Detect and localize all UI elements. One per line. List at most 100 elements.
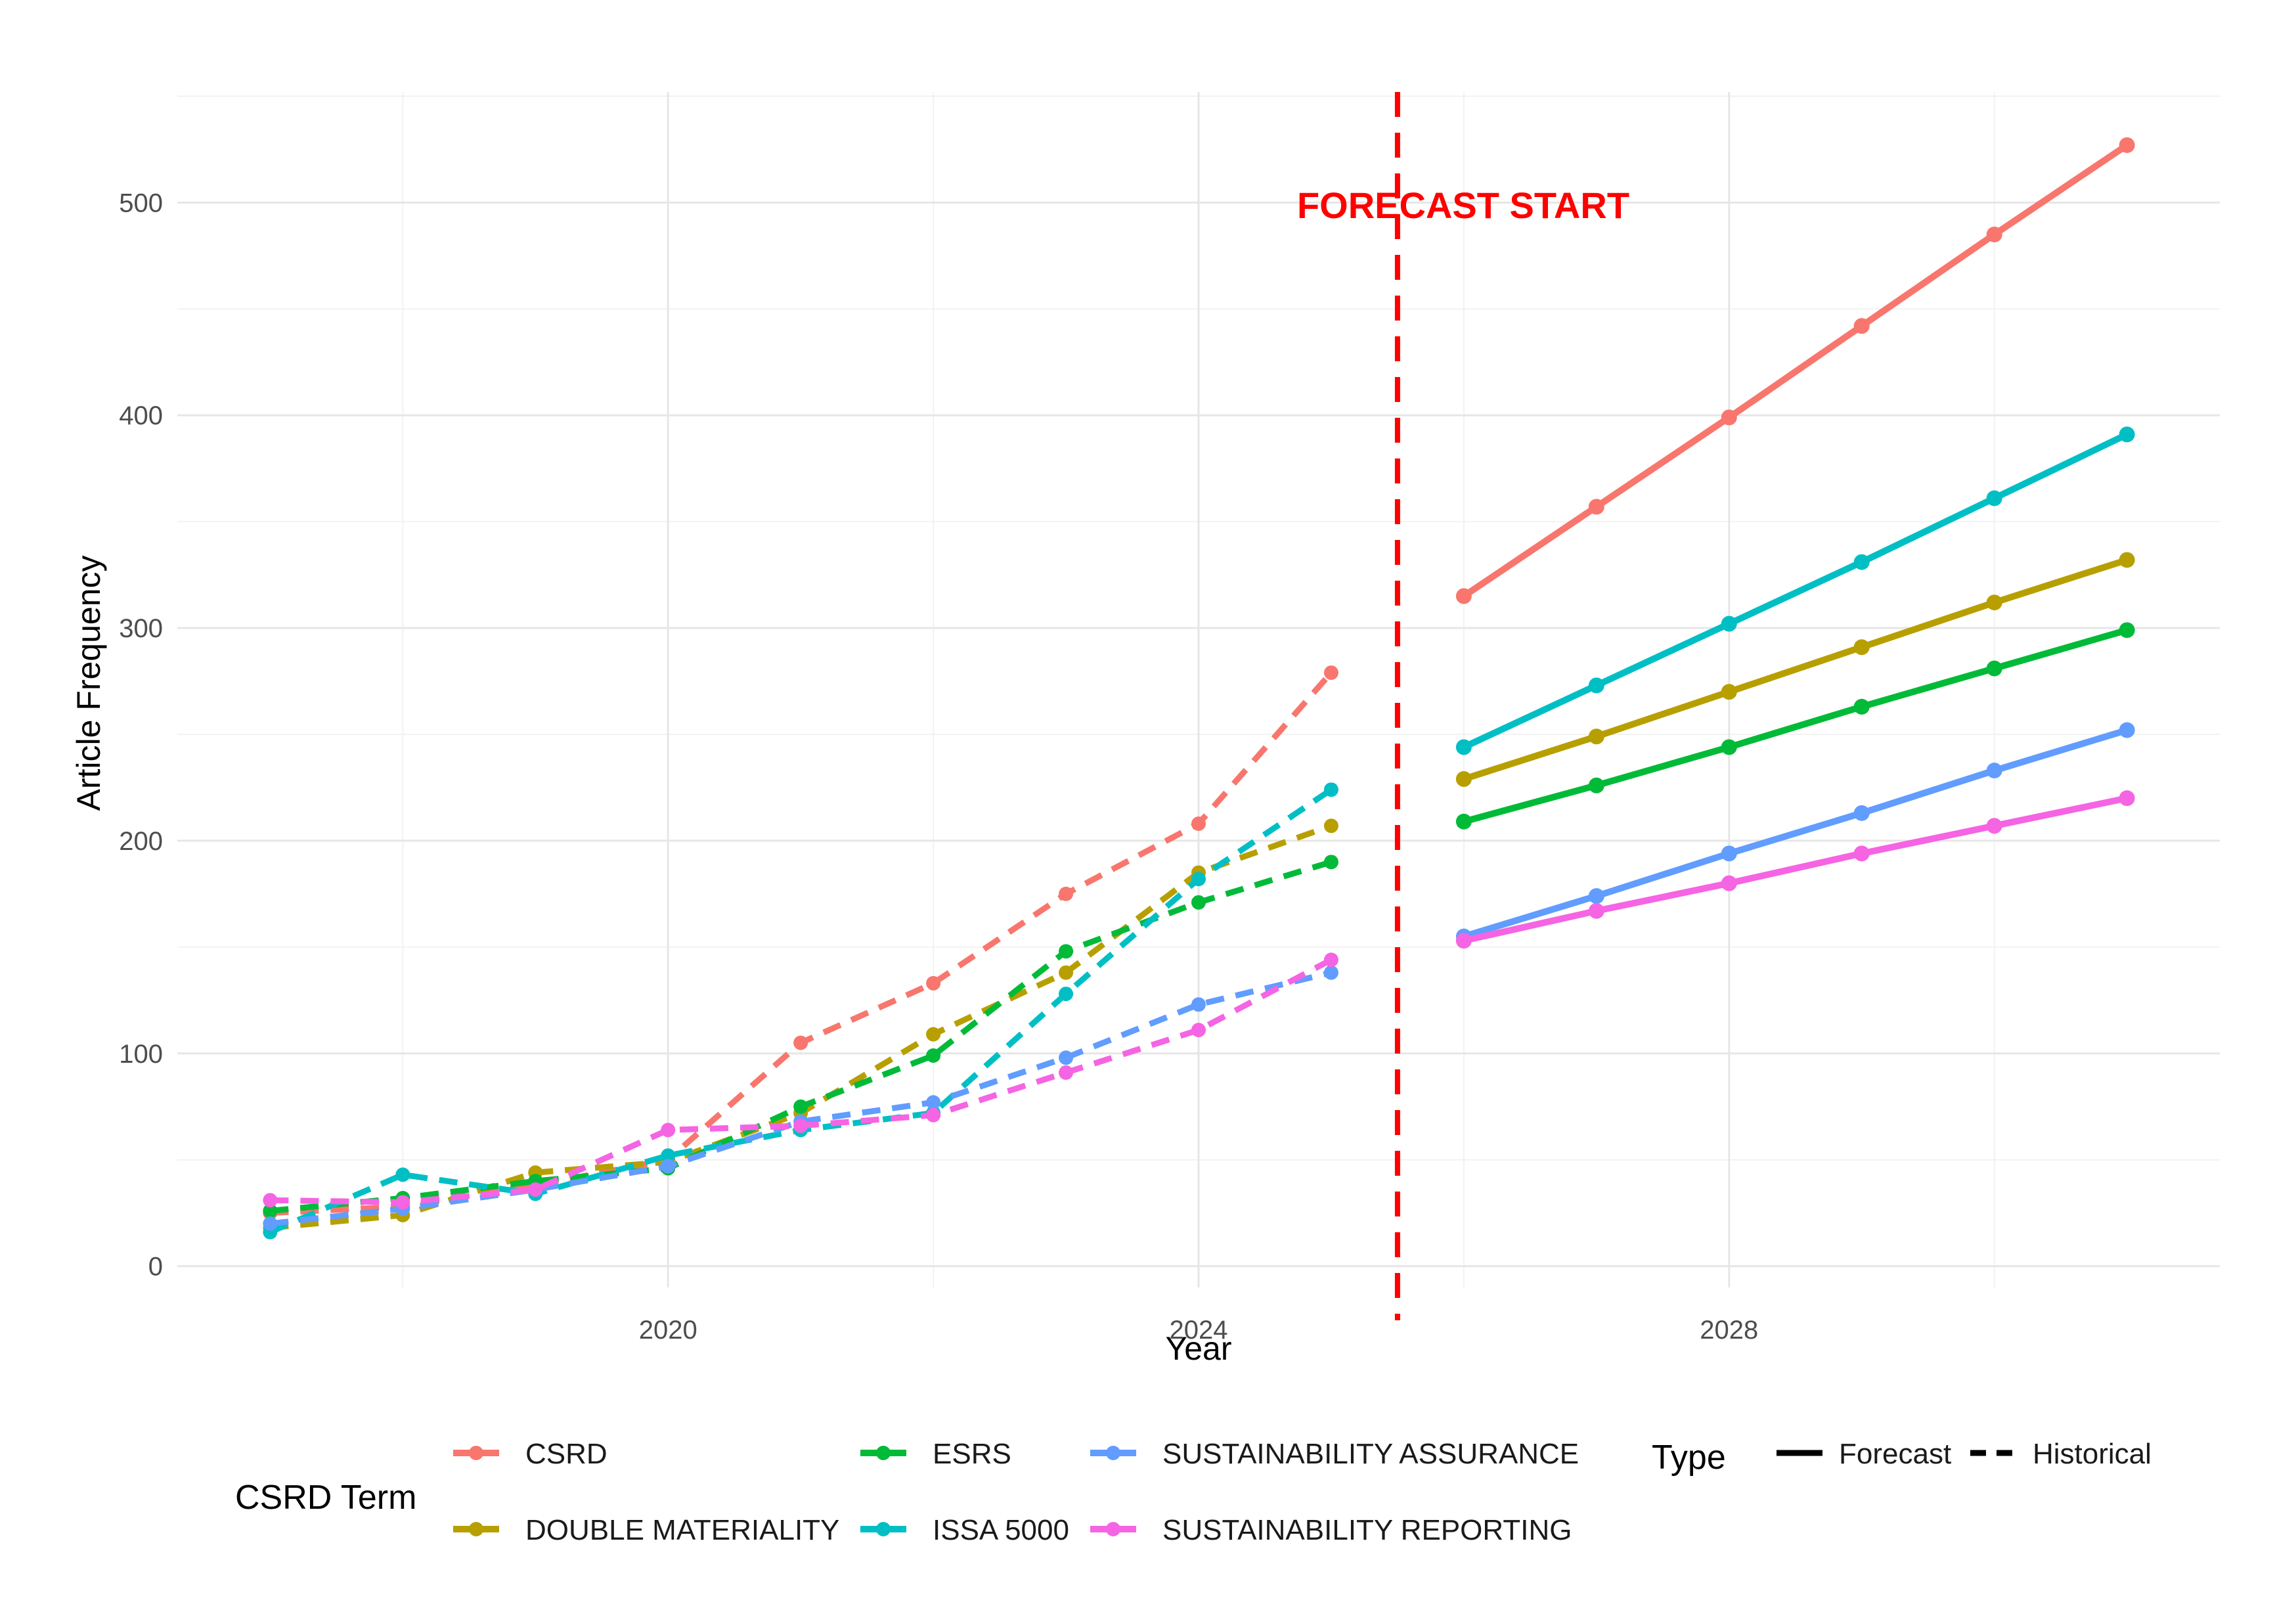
forecast-point-double-materiality [1853, 639, 1870, 656]
historical-point-issa-5000 [1191, 872, 1206, 887]
forecast-point-csrd [1853, 318, 1870, 334]
forecast-point-sustainability-reporting [1853, 845, 1870, 862]
historical-point-sustainability-reporting [1059, 1065, 1074, 1080]
forecast-point-esrs [1455, 813, 1472, 830]
forecast-point-issa-5000 [1588, 677, 1604, 694]
forecast-point-sustainability-reporting [1986, 818, 2002, 834]
forecast-point-sustainability-reporting [1455, 933, 1472, 949]
forecast-start-label: FORECAST START [1297, 185, 1629, 226]
historical-point-sustainability-reporting [793, 1118, 808, 1133]
forecast-point-csrd [1986, 226, 2002, 242]
forecast-point-issa-5000 [2119, 426, 2135, 443]
forecast-point-double-materiality [1986, 594, 2002, 611]
series-lines [263, 137, 2135, 1239]
forecast-point-issa-5000 [1853, 554, 1870, 570]
forecast-point-csrd [1588, 499, 1604, 515]
legend-key-point-sustainability-assurance [1106, 1446, 1120, 1460]
forecast-line-sustainability-assurance [1463, 726, 2129, 940]
historical-point-esrs [926, 1048, 941, 1063]
historical-point-sustainability-assurance [661, 1159, 676, 1174]
x-tick-label-2024: 2024 [1170, 1316, 1228, 1345]
axes: 2020 2024 2028 0 100 200 300 400 500 [119, 189, 1758, 1345]
historical-point-sustainability-reporting [926, 1107, 941, 1123]
forecast-point-csrd [1455, 588, 1472, 604]
historical-point-sustainability-assurance [1191, 997, 1206, 1012]
forecast-line-csrd [1462, 142, 2129, 599]
legend-term-title: CSRD Term [235, 1479, 416, 1517]
y-tick-label-100: 100 [119, 1040, 163, 1069]
forecast-line-double-materiality [1463, 556, 2129, 782]
forecast-point-sustainability-assurance [2119, 722, 2135, 738]
forecast-point-sustainability-reporting [1588, 903, 1604, 919]
forecast-point-issa-5000 [1721, 615, 1737, 632]
historical-point-esrs [263, 1203, 278, 1218]
forecast-point-esrs [1721, 739, 1737, 755]
historical-point-issa-5000 [1323, 782, 1338, 797]
forecast-line-esrs [1463, 627, 2129, 825]
legend-type-title: Type [1652, 1439, 1726, 1477]
legend-type-keys: Forecast Historical [1777, 1438, 2152, 1470]
historical-point-sustainability-assurance [1323, 965, 1338, 980]
forecast-point-issa-5000 [1986, 490, 2002, 506]
forecast-point-sustainability-reporting [1721, 875, 1737, 891]
forecast-point-esrs [1853, 698, 1870, 715]
forecast-point-double-materiality [1588, 728, 1604, 745]
legend-key-point-csrd [469, 1446, 483, 1460]
historical-point-csrd [926, 975, 941, 991]
legend-label-csrd: CSRD [525, 1438, 607, 1470]
historical-point-sustainability-reporting [661, 1123, 676, 1138]
forecast-point-csrd [1721, 409, 1737, 426]
legend-label-esrs: ESRS [933, 1438, 1011, 1470]
y-tick-label-500: 500 [119, 189, 163, 217]
historical-point-esrs [793, 1099, 808, 1114]
legend-key-point-issa-5000 [876, 1522, 891, 1536]
forecast-point-double-materiality [1455, 771, 1472, 788]
historical-line-sustainability-assurance [269, 970, 1333, 1227]
historical-point-issa-5000 [661, 1148, 676, 1163]
legend-label-sustainability-reporting: SUSTAINABILITY REPORTING [1162, 1514, 1572, 1546]
x-tick-label-2028: 2028 [1700, 1316, 1758, 1345]
forecast-point-sustainability-assurance [1588, 888, 1604, 904]
forecast-point-esrs [1986, 660, 2002, 677]
x-tick-label-2020: 2020 [639, 1316, 697, 1345]
forecast-point-esrs [2119, 622, 2135, 638]
historical-point-sustainability-assurance [263, 1216, 278, 1231]
legend-type-label-forecast: Forecast [1839, 1438, 1951, 1470]
legend-type-label-historical: Historical [2033, 1438, 2152, 1470]
historical-point-issa-5000 [395, 1167, 410, 1182]
historical-point-sustainability-reporting [395, 1195, 410, 1210]
historical-point-double-materiality [1059, 965, 1074, 980]
historical-point-esrs [1059, 944, 1074, 959]
historical-point-double-materiality [926, 1027, 941, 1042]
historical-point-esrs [1323, 855, 1338, 870]
legend: CSRD Term Type CSRD DOUBLE MATERIALITY ESR… [235, 1438, 2152, 1546]
forecast-line-issa-5000 [1462, 431, 2129, 750]
historical-point-sustainability-reporting [528, 1182, 543, 1197]
forecast-point-esrs [1588, 777, 1604, 793]
forecast-point-sustainability-assurance [1986, 763, 2002, 779]
historical-point-csrd [1191, 816, 1206, 832]
y-tick-label-300: 300 [119, 614, 163, 643]
y-tick-label-400: 400 [119, 401, 163, 430]
legend-label-double-materiality: DOUBLE MATERIALITY [525, 1514, 839, 1546]
forecast-point-sustainability-reporting [2119, 790, 2135, 807]
legend-key-point-esrs [876, 1446, 891, 1460]
historical-point-sustainability-assurance [1059, 1050, 1074, 1065]
historical-point-sustainability-reporting [1323, 952, 1338, 968]
historical-point-sustainability-reporting [1191, 1023, 1206, 1038]
historical-point-sustainability-reporting [263, 1193, 278, 1208]
forecast-line-sustainability-reporting [1463, 795, 2128, 945]
forecast-point-double-materiality [1721, 684, 1737, 700]
legend-term-keys: CSRD DOUBLE MATERIALITY ESRS ISSA 5000 SUSTA… [453, 1438, 1579, 1546]
forecast-point-issa-5000 [1455, 739, 1472, 755]
forecast-point-double-materiality [2119, 552, 2135, 568]
historical-point-double-materiality [1323, 818, 1338, 834]
historical-point-csrd [793, 1035, 808, 1050]
historical-point-csrd [1323, 665, 1338, 680]
forecast-point-csrd [2119, 137, 2135, 153]
legend-key-point-double-materiality [469, 1522, 483, 1536]
legend-label-issa-5000: ISSA 5000 [933, 1514, 1069, 1546]
forecast-point-sustainability-assurance [1853, 805, 1870, 821]
y-tick-label-200: 200 [119, 827, 163, 856]
